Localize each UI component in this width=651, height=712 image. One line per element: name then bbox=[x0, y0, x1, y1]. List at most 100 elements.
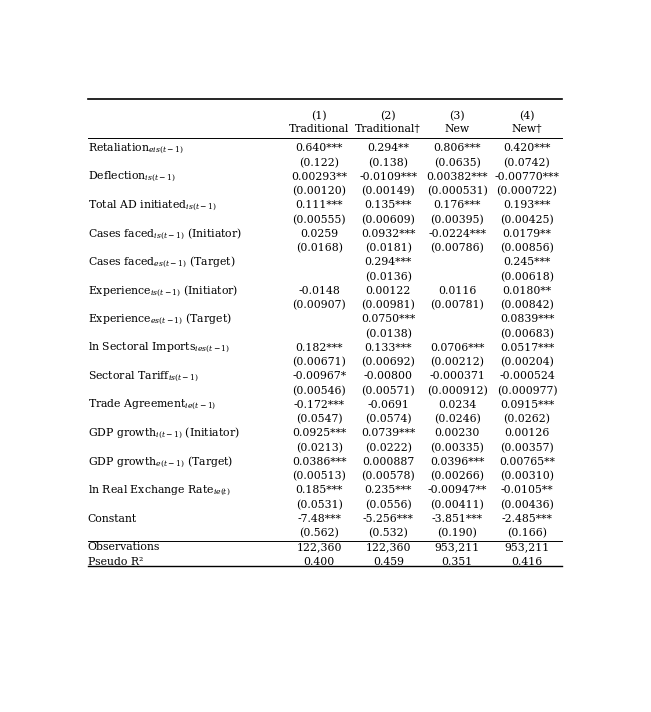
Text: 0.0925***: 0.0925*** bbox=[292, 429, 346, 439]
Text: Deflection$_{is(t-1)}$: Deflection$_{is(t-1)}$ bbox=[88, 169, 175, 184]
Text: (0.00786): (0.00786) bbox=[430, 243, 484, 253]
Text: (0.166): (0.166) bbox=[507, 528, 547, 538]
Text: (0.0213): (0.0213) bbox=[296, 442, 343, 453]
Text: (0.00683): (0.00683) bbox=[500, 328, 554, 339]
Text: -7.48***: -7.48*** bbox=[298, 514, 341, 524]
Text: 0.420***: 0.420*** bbox=[503, 144, 551, 154]
Text: -0.0105**: -0.0105** bbox=[501, 486, 553, 496]
Text: 0.0259: 0.0259 bbox=[300, 229, 339, 239]
Text: -0.000371: -0.000371 bbox=[429, 372, 485, 382]
Text: 0.185***: 0.185*** bbox=[296, 486, 343, 496]
Text: (0.00609): (0.00609) bbox=[361, 214, 415, 225]
Text: (0.0531): (0.0531) bbox=[296, 499, 342, 510]
Text: -0.0148: -0.0148 bbox=[298, 286, 340, 296]
Text: 0.00765**: 0.00765** bbox=[499, 457, 555, 467]
Text: (0.000531): (0.000531) bbox=[427, 186, 488, 197]
Text: (0.00555): (0.00555) bbox=[292, 214, 346, 225]
Text: (0.00411): (0.00411) bbox=[430, 499, 484, 510]
Text: (0.00357): (0.00357) bbox=[500, 442, 554, 453]
Text: (0.0138): (0.0138) bbox=[365, 328, 412, 339]
Text: 953,211: 953,211 bbox=[505, 543, 549, 553]
Text: (0.00204): (0.00204) bbox=[500, 357, 554, 367]
Text: (4): (4) bbox=[519, 111, 534, 122]
Text: (0.122): (0.122) bbox=[299, 157, 339, 168]
Text: 0.0116: 0.0116 bbox=[438, 286, 477, 296]
Text: 0.245***: 0.245*** bbox=[503, 258, 551, 268]
Text: (0.0246): (0.0246) bbox=[434, 414, 480, 424]
Text: (0.00212): (0.00212) bbox=[430, 357, 484, 367]
Text: (0.00578): (0.00578) bbox=[361, 471, 415, 481]
Text: -0.0224***: -0.0224*** bbox=[428, 229, 486, 239]
Text: 0.294***: 0.294*** bbox=[365, 258, 412, 268]
Text: 0.0517***: 0.0517*** bbox=[500, 343, 554, 353]
Text: (0.0181): (0.0181) bbox=[365, 243, 412, 253]
Text: (0.00149): (0.00149) bbox=[361, 186, 415, 197]
Text: ln Real Exchange Rate$_{ie(t)}$: ln Real Exchange Rate$_{ie(t)}$ bbox=[88, 483, 230, 498]
Text: Cases faced$_{es(t-1)}$ (Target): Cases faced$_{es(t-1)}$ (Target) bbox=[88, 255, 235, 271]
Text: -5.256***: -5.256*** bbox=[363, 514, 414, 524]
Text: (0.000912): (0.000912) bbox=[427, 385, 488, 396]
Text: Experience$_{is(t-1)}$ (Initiator): Experience$_{is(t-1)}$ (Initiator) bbox=[88, 283, 238, 299]
Text: (0.00856): (0.00856) bbox=[500, 243, 554, 253]
Text: 0.294**: 0.294** bbox=[367, 144, 409, 154]
Text: 0.0234: 0.0234 bbox=[438, 400, 477, 410]
Text: -3.851***: -3.851*** bbox=[432, 514, 483, 524]
Text: (0.00618): (0.00618) bbox=[500, 271, 554, 282]
Text: Observations: Observations bbox=[88, 543, 160, 553]
Text: 0.00230: 0.00230 bbox=[435, 429, 480, 439]
Text: -0.00967*: -0.00967* bbox=[292, 372, 346, 382]
Text: -0.172***: -0.172*** bbox=[294, 400, 345, 410]
Text: Experience$_{es(t-1)}$ (Target): Experience$_{es(t-1)}$ (Target) bbox=[88, 312, 231, 328]
Text: 0.176***: 0.176*** bbox=[434, 201, 481, 211]
Text: Trade Agreement$_{ie(t-1)}$: Trade Agreement$_{ie(t-1)}$ bbox=[88, 397, 216, 412]
Text: (0.000722): (0.000722) bbox=[497, 186, 557, 197]
Text: (0.0574): (0.0574) bbox=[365, 414, 411, 424]
Text: (0.00513): (0.00513) bbox=[292, 471, 346, 481]
Text: (0.00907): (0.00907) bbox=[292, 300, 346, 310]
Text: Cases faced$_{is(t-1)}$ (Initiator): Cases faced$_{is(t-1)}$ (Initiator) bbox=[88, 226, 242, 242]
Text: (0.00266): (0.00266) bbox=[430, 471, 484, 481]
Text: -0.00800: -0.00800 bbox=[364, 372, 413, 382]
Text: (0.190): (0.190) bbox=[437, 528, 477, 538]
Text: (0.0136): (0.0136) bbox=[365, 271, 412, 282]
Text: 0.0706***: 0.0706*** bbox=[430, 343, 484, 353]
Text: (0.00546): (0.00546) bbox=[292, 385, 346, 396]
Text: 0.193***: 0.193*** bbox=[503, 201, 551, 211]
Text: (0.00310): (0.00310) bbox=[500, 471, 554, 481]
Text: 0.133***: 0.133*** bbox=[365, 343, 412, 353]
Text: (0.00671): (0.00671) bbox=[292, 357, 346, 367]
Text: (0.0168): (0.0168) bbox=[296, 243, 343, 253]
Text: Traditional: Traditional bbox=[289, 124, 350, 134]
Text: (0.0742): (0.0742) bbox=[504, 157, 550, 168]
Text: 0.0839***: 0.0839*** bbox=[500, 315, 554, 325]
Text: New†: New† bbox=[512, 124, 542, 134]
Text: 0.416: 0.416 bbox=[512, 557, 543, 567]
Text: ln Sectoral Imports$_{ies(t-1)}$: ln Sectoral Imports$_{ies(t-1)}$ bbox=[88, 340, 230, 355]
Text: (0.138): (0.138) bbox=[368, 157, 408, 168]
Text: 0.00122: 0.00122 bbox=[366, 286, 411, 296]
Text: (0.0547): (0.0547) bbox=[296, 414, 342, 424]
Text: (0.000977): (0.000977) bbox=[497, 385, 557, 396]
Text: 0.00293**: 0.00293** bbox=[291, 172, 347, 182]
Text: (2): (2) bbox=[380, 111, 396, 122]
Text: 0.182***: 0.182*** bbox=[296, 343, 343, 353]
Text: 0.0180**: 0.0180** bbox=[503, 286, 551, 296]
Text: GDP growth$_{e(t-1)}$ (Target): GDP growth$_{e(t-1)}$ (Target) bbox=[88, 454, 233, 470]
Text: (0.0222): (0.0222) bbox=[365, 442, 412, 453]
Text: 953,211: 953,211 bbox=[435, 543, 480, 553]
Text: (0.00335): (0.00335) bbox=[430, 442, 484, 453]
Text: 0.0386***: 0.0386*** bbox=[292, 457, 346, 467]
Text: (0.00425): (0.00425) bbox=[500, 214, 554, 225]
Text: (0.00571): (0.00571) bbox=[361, 385, 415, 396]
Text: -0.000524: -0.000524 bbox=[499, 372, 555, 382]
Text: (0.00436): (0.00436) bbox=[500, 499, 554, 510]
Text: 0.806***: 0.806*** bbox=[434, 144, 481, 154]
Text: 0.0915***: 0.0915*** bbox=[500, 400, 554, 410]
Text: -0.00947**: -0.00947** bbox=[428, 486, 487, 496]
Text: 0.0739***: 0.0739*** bbox=[361, 429, 415, 439]
Text: GDP growth$_{i(t-1)}$ (Initiator): GDP growth$_{i(t-1)}$ (Initiator) bbox=[88, 426, 240, 441]
Text: (3): (3) bbox=[449, 111, 465, 122]
Text: Retaliation$_{eis(t-1)}$: Retaliation$_{eis(t-1)}$ bbox=[88, 141, 184, 156]
Text: 0.235***: 0.235*** bbox=[365, 486, 412, 496]
Text: (1): (1) bbox=[311, 111, 327, 122]
